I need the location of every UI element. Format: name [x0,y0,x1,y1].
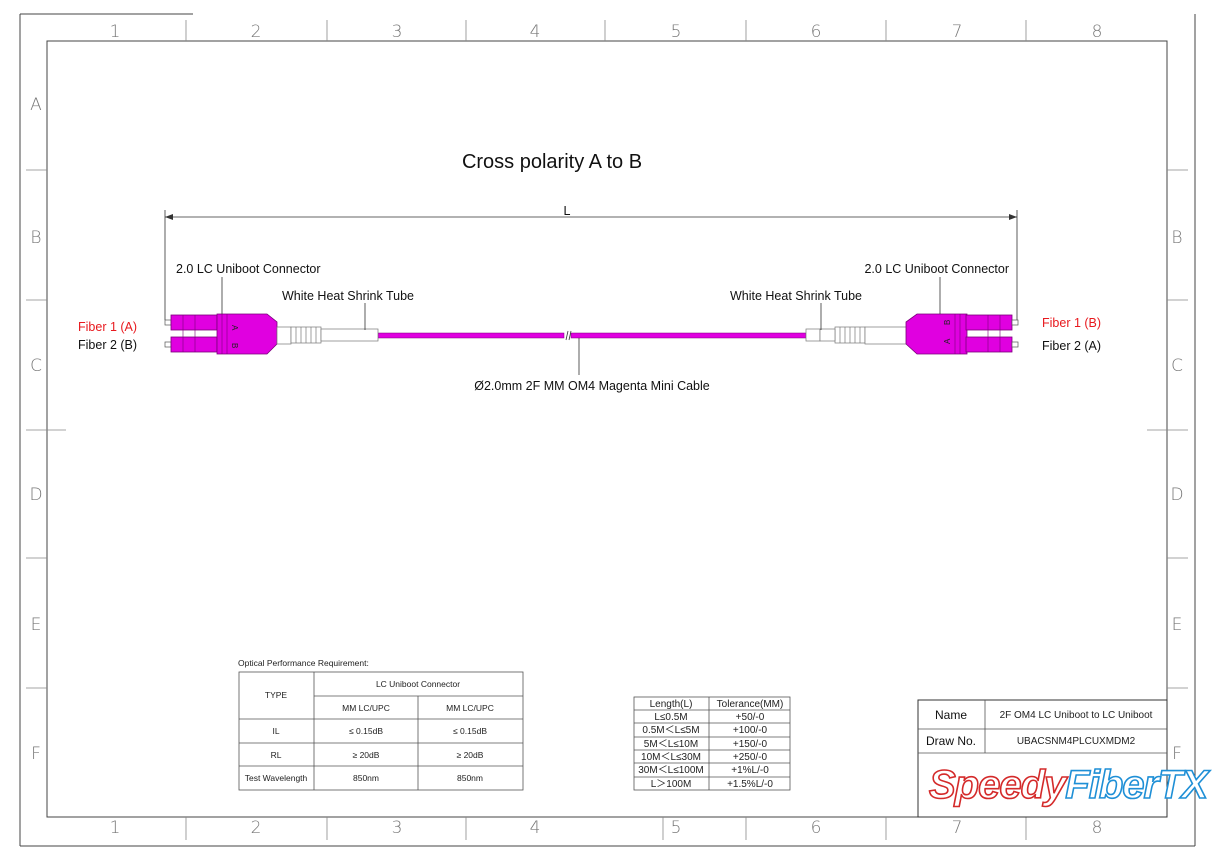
right-connector-label: 2.0 LC Uniboot Connector [864,262,1009,276]
row-label: F [1172,744,1182,764]
sub-header: MM LC/UPC [342,703,390,713]
left-fiber1-label: Fiber 1 (A) [78,320,137,334]
cable: Ø2.0mm 2F MM OM4 Magenta Mini Cable [377,330,807,393]
col-label: 2 [251,818,262,838]
row-label: B [1171,228,1182,248]
left-fiber2-label: Fiber 2 (B) [78,338,137,352]
cell: L＞100M [651,779,692,790]
right-tube-label: White Heat Shrink Tube [730,289,862,303]
mark-b: B [230,343,239,348]
cell: ≥ 20dB [457,750,484,760]
col-label: 2 [251,22,262,42]
mark-a: A [230,325,239,331]
right-connector: B A 2.0 LC Uniboot Connector White Heat … [730,262,1101,355]
row-label: E [31,615,42,635]
cell: 5M＜L≤10M [644,739,698,750]
col-label: 6 [811,818,822,838]
row-label: B [30,228,41,248]
row-label: C [30,356,42,376]
row-label: IL [272,726,279,736]
row-label: D [1170,485,1183,505]
col-label: 4 [530,22,541,42]
sub-header: MM LC/UPC [446,703,494,713]
mark-b: B [943,320,952,325]
row-label: C [1171,356,1183,376]
cell: 850nm [353,773,379,783]
tolerance-table: Length(L) Tolerance(MM) L≤0.5M +50/-0 0.… [633,696,791,791]
cell: ≤ 0.15dB [349,726,383,736]
col-label: 8 [1092,22,1103,42]
name-label: Name [935,708,967,722]
draw-no-value: UBACSNM4PLCUXMDM2 [1017,736,1136,747]
row-label: RL [271,750,282,760]
col-label: 7 [952,818,963,838]
cell: ≤ 0.15dB [453,726,487,736]
header: Length(L) [650,699,693,710]
grid-labels: 1 2 3 4 5 6 7 8 1 2 3 4 5 6 7 8 A B C D … [29,22,1183,838]
col-label: 4 [530,818,541,838]
col-label: 3 [392,818,403,838]
cell: 30M＜L≤100M [638,765,704,776]
row-label: A [30,95,42,115]
row-label: F [31,744,41,764]
cell: +150/-0 [733,739,768,750]
optical-performance-table: Optical Performance Requirement: TYPE LC… [238,658,524,791]
drawing-title: Cross polarity A to B [462,151,642,173]
length-dimension: L [164,204,1018,320]
cell: +1.5%L/-0 [727,779,773,790]
cell: +100/-0 [733,725,768,736]
cable-label: Ø2.0mm 2F MM OM4 Magenta Mini Cable [474,379,710,393]
cell: L≤0.5M [654,712,687,723]
left-connector-label: 2.0 LC Uniboot Connector [176,262,321,276]
company-logo: SpeedyFiberTX [929,763,1211,807]
col-label: 6 [811,22,822,42]
col-label: 5 [671,818,682,838]
left-tube-label: White Heat Shrink Tube [282,289,414,303]
cell: 0.5M＜L≤5M [642,725,699,736]
length-label: L [564,204,571,218]
group-header: LC Uniboot Connector [376,679,460,689]
cell: ≥ 20dB [353,750,380,760]
row-label: Test Wavelength [245,773,308,783]
header: Tolerance(MM) [717,699,784,710]
col-label: 1 [110,22,121,42]
cell: +50/-0 [736,712,765,723]
mark-a: A [943,338,952,344]
title-block: Name 2F OM4 LC Uniboot to LC Uniboot Dra… [917,699,1212,818]
name-value: 2F OM4 LC Uniboot to LC Uniboot [1000,710,1153,721]
optical-caption: Optical Performance Requirement: [238,658,369,668]
draw-no-label: Draw No. [926,734,976,748]
right-fiber1-label: Fiber 1 (B) [1042,316,1101,330]
row-label: E [1172,615,1183,635]
left-connector: A B 2.0 LC Uniboot Connector White Heat … [78,262,414,355]
right-fiber2-label: Fiber 2 (A) [1042,339,1101,353]
cell: 10M＜L≤30M [641,752,701,763]
col-label: 3 [392,22,403,42]
col-label: 7 [952,22,963,42]
col-label: 1 [110,818,121,838]
row-label: D [29,485,42,505]
sheet-frame [19,13,1196,847]
col-label: 5 [671,22,682,42]
cell: +1%L/-0 [731,765,769,776]
cell: +250/-0 [733,752,768,763]
col-label: 8 [1092,818,1103,838]
cell: 850nm [457,773,483,783]
type-header: TYPE [265,690,288,700]
